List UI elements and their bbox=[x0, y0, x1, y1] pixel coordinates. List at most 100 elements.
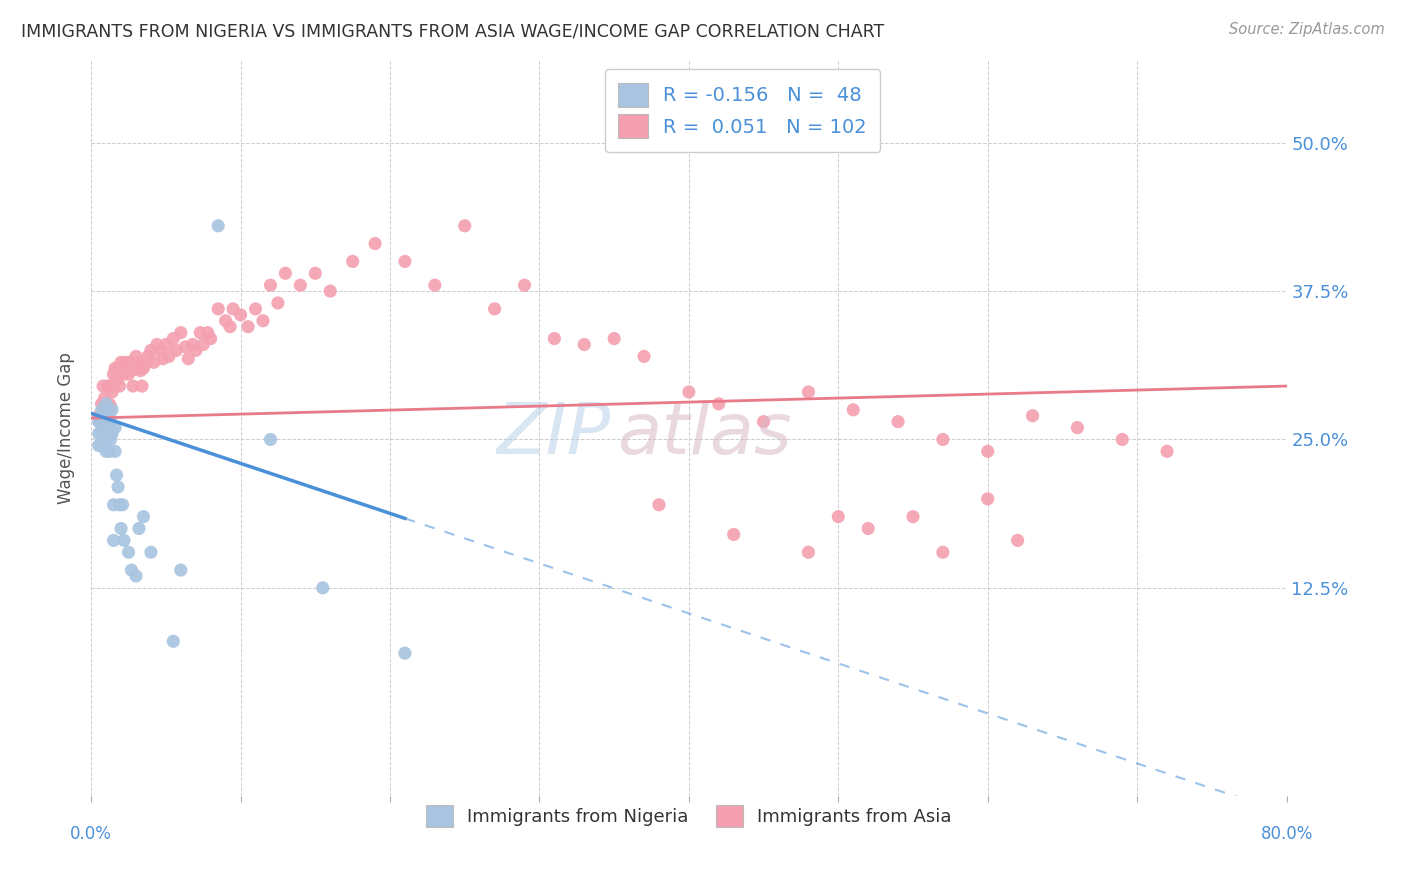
Point bbox=[128, 522, 150, 536]
Point bbox=[87, 409, 110, 423]
Point bbox=[110, 522, 132, 536]
Point bbox=[87, 415, 110, 429]
Point bbox=[132, 361, 155, 376]
Point bbox=[977, 491, 1000, 506]
Point bbox=[125, 350, 148, 364]
Point bbox=[170, 326, 193, 340]
Point bbox=[162, 332, 184, 346]
Point bbox=[155, 337, 177, 351]
Point bbox=[723, 527, 745, 541]
Text: ZIP: ZIP bbox=[496, 401, 612, 469]
Point bbox=[104, 444, 127, 458]
Point bbox=[236, 319, 259, 334]
Point bbox=[797, 545, 820, 559]
Text: 0.0%: 0.0% bbox=[70, 825, 112, 843]
Point bbox=[135, 355, 157, 369]
Point bbox=[129, 364, 152, 378]
Point bbox=[543, 332, 565, 346]
Point bbox=[188, 326, 211, 340]
Point bbox=[633, 350, 655, 364]
Point bbox=[97, 399, 120, 413]
Point bbox=[142, 355, 165, 369]
Point bbox=[139, 545, 162, 559]
Point bbox=[132, 509, 155, 524]
Point bbox=[214, 314, 236, 328]
Point bbox=[177, 351, 200, 366]
Point bbox=[1066, 420, 1088, 434]
Point bbox=[219, 319, 242, 334]
Point bbox=[117, 545, 139, 559]
Point bbox=[107, 361, 129, 376]
Point bbox=[454, 219, 477, 233]
Point bbox=[200, 332, 222, 346]
Text: atlas: atlas bbox=[617, 401, 792, 469]
Point bbox=[125, 569, 148, 583]
Text: 80.0%: 80.0% bbox=[1260, 825, 1313, 843]
Point bbox=[136, 350, 159, 364]
Point bbox=[245, 301, 267, 316]
Point bbox=[105, 373, 128, 387]
Point bbox=[103, 367, 125, 381]
Point bbox=[90, 426, 112, 441]
Point bbox=[100, 415, 122, 429]
Point bbox=[146, 337, 169, 351]
Point bbox=[87, 426, 110, 441]
Point bbox=[91, 426, 114, 441]
Point bbox=[97, 379, 120, 393]
Point bbox=[98, 397, 121, 411]
Point bbox=[1021, 409, 1043, 423]
Point bbox=[901, 509, 924, 524]
Point bbox=[110, 355, 132, 369]
Point bbox=[157, 350, 180, 364]
Point bbox=[100, 433, 122, 447]
Point bbox=[193, 337, 215, 351]
Point bbox=[342, 254, 364, 268]
Point bbox=[93, 433, 115, 447]
Point bbox=[90, 438, 112, 452]
Point bbox=[94, 409, 117, 423]
Point bbox=[101, 402, 124, 417]
Point bbox=[1007, 533, 1029, 548]
Point bbox=[90, 415, 112, 429]
Point bbox=[484, 301, 506, 316]
Point bbox=[111, 361, 134, 376]
Point bbox=[678, 384, 700, 399]
Point bbox=[118, 355, 141, 369]
Point bbox=[797, 384, 820, 399]
Point bbox=[107, 480, 129, 494]
Point bbox=[648, 498, 671, 512]
Point bbox=[394, 254, 416, 268]
Point bbox=[98, 409, 121, 423]
Point bbox=[752, 415, 775, 429]
Point bbox=[707, 397, 730, 411]
Point bbox=[197, 326, 219, 340]
Point bbox=[94, 426, 117, 441]
Point bbox=[152, 351, 174, 366]
Point bbox=[259, 278, 281, 293]
Point bbox=[574, 337, 596, 351]
Point bbox=[319, 284, 342, 298]
Point bbox=[91, 409, 114, 423]
Point bbox=[91, 402, 114, 417]
Point bbox=[94, 415, 117, 429]
Point bbox=[149, 343, 172, 358]
Point bbox=[112, 367, 135, 381]
Point bbox=[89, 415, 111, 429]
Point bbox=[90, 415, 112, 429]
Point bbox=[111, 498, 134, 512]
Point bbox=[98, 426, 121, 441]
Point bbox=[94, 397, 117, 411]
Point bbox=[122, 379, 145, 393]
Point bbox=[170, 563, 193, 577]
Point bbox=[139, 343, 162, 358]
Point bbox=[394, 646, 416, 660]
Point bbox=[91, 379, 114, 393]
Point bbox=[174, 340, 197, 354]
Point bbox=[222, 301, 245, 316]
Point bbox=[312, 581, 335, 595]
Point bbox=[932, 545, 955, 559]
Point bbox=[104, 420, 127, 434]
Point bbox=[274, 266, 297, 280]
Point bbox=[98, 444, 121, 458]
Point bbox=[94, 434, 117, 449]
